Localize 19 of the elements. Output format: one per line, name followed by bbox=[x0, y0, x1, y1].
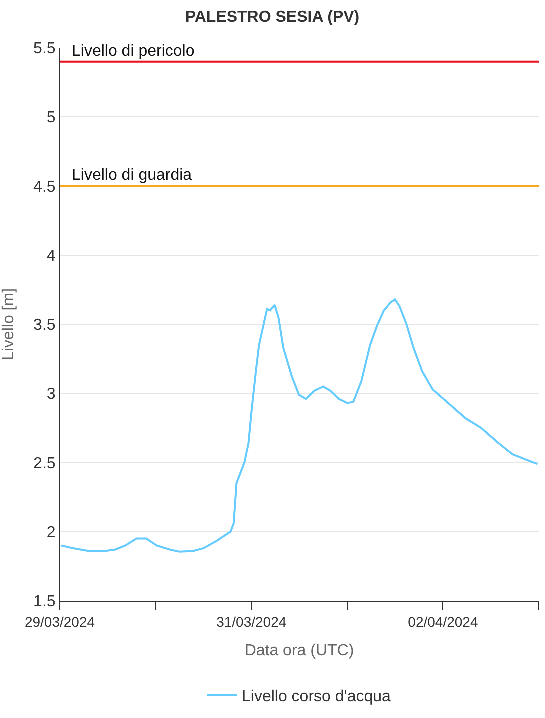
y-tick-label: 4 bbox=[46, 248, 56, 265]
ref-line-label: Livello di guardia bbox=[72, 167, 192, 184]
y-axis-title: Livello [m] bbox=[0, 288, 18, 361]
x-tick-label: 02/04/2024 bbox=[408, 614, 478, 630]
y-tick-label: 5 bbox=[46, 110, 56, 127]
x-tick-label: 31/03/2024 bbox=[216, 614, 287, 630]
y-tick-label: 4.5 bbox=[34, 178, 56, 196]
y-tick-label: 3 bbox=[46, 386, 56, 404]
x-tick-label: 29/03/2024 bbox=[24, 614, 96, 630]
y-tick-label: 3.5 bbox=[34, 317, 56, 334]
ref-line-label: Livello di pericolo bbox=[72, 43, 195, 60]
y-tick-label: 2.5 bbox=[34, 455, 56, 472]
y-tick-label: 5.5 bbox=[34, 40, 56, 58]
legend-label: Livello corso d'acqua bbox=[242, 688, 392, 706]
chart-title: PALESTRO SESIA (PV) bbox=[185, 8, 360, 26]
x-axis-title: Data ora (UTC) bbox=[244, 642, 354, 660]
line-series bbox=[60, 298, 539, 553]
y-tick-label: 2 bbox=[46, 524, 56, 542]
y-tick-label: 1.5 bbox=[34, 594, 56, 611]
